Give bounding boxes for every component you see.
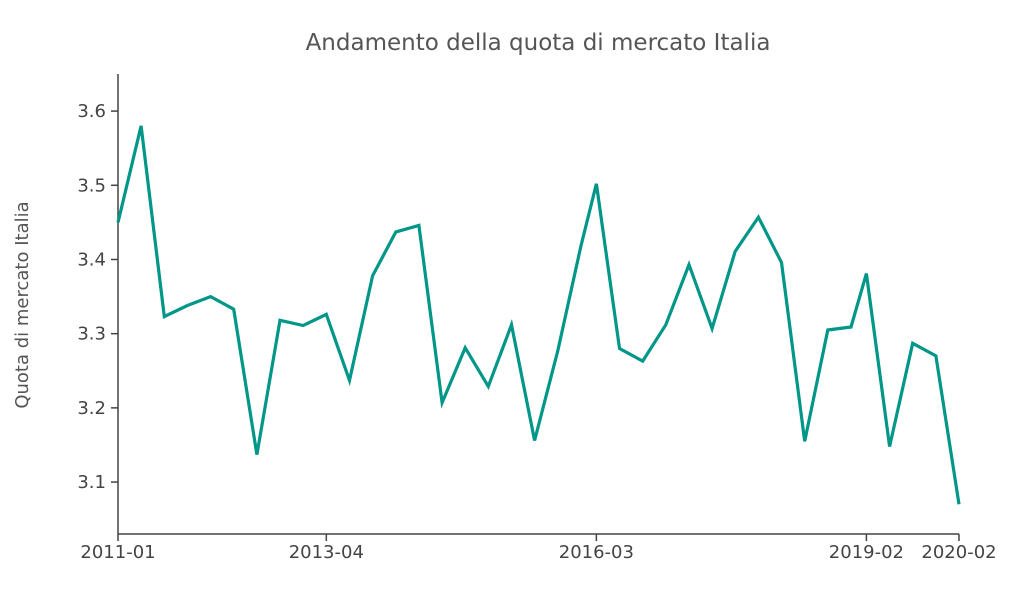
y-tick-label: 3.2 — [77, 398, 106, 419]
x-axis-ticks: 2011-01 2013-04 2016-03 2019-02 2020-02 — [80, 534, 997, 563]
x-tick-label: 2020-02 — [921, 542, 996, 563]
x-tick-label: 2011-01 — [80, 542, 155, 563]
y-tick-label: 3.4 — [77, 249, 106, 270]
y-tick-label: 3.1 — [77, 472, 106, 493]
series-line — [116, 125, 961, 505]
y-tick-label: 3.3 — [77, 324, 106, 345]
x-tick-label: 2019-02 — [829, 542, 904, 563]
y-tick-label: 3.5 — [77, 175, 106, 196]
x-tick-label: 2013-04 — [289, 542, 364, 563]
chart-title: Andamento della quota di mercato Italia — [306, 30, 771, 56]
y-tick-label: 3.6 — [77, 101, 106, 122]
x-tick-label: 2016-03 — [559, 542, 634, 563]
y-axis-label: Quota di mercato Italia — [12, 201, 33, 408]
y-axis-ticks: 3.1 3.2 3.3 3.4 3.5 3.6 — [77, 101, 118, 493]
series-layer — [116, 125, 961, 505]
